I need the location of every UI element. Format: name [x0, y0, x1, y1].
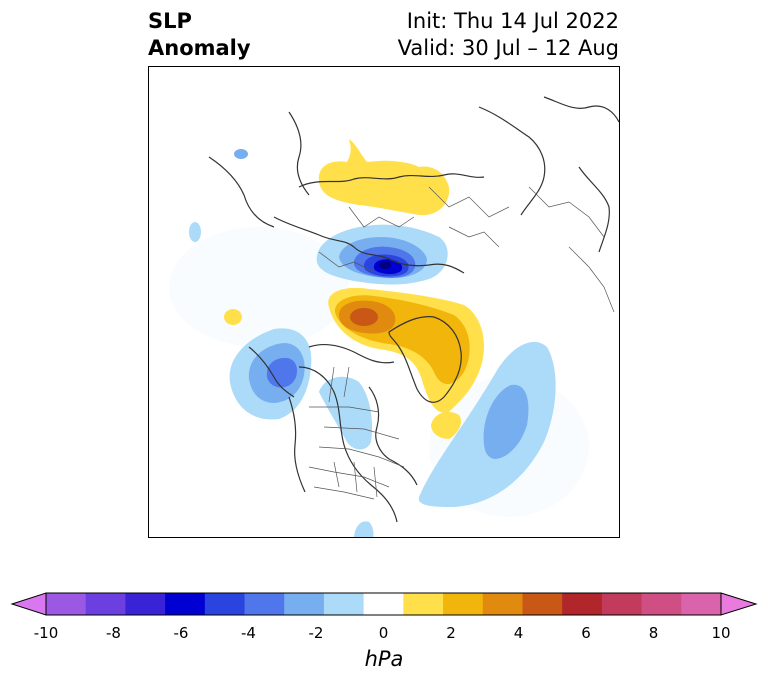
colorbar-tick-label: 10 — [711, 624, 731, 642]
colorbar-tick-label: 6 — [581, 624, 591, 642]
colorbar-bin — [562, 593, 603, 615]
map-panel — [148, 66, 620, 538]
colorbar-frame — [45, 592, 722, 616]
colorbar-bin — [522, 593, 563, 615]
anomaly-negative-alaska — [229, 328, 312, 420]
colorbar-tick-label: -10 — [33, 624, 59, 642]
anomaly-patch — [224, 309, 242, 325]
colorbar-extend-high — [720, 592, 758, 616]
date-info: Init: Thu 14 Jul 2022 Valid: 30 Jul – 12… — [398, 8, 619, 62]
colorbar-bin — [403, 593, 444, 615]
colorbar-tick-label: 2 — [446, 624, 456, 642]
colorbar-tick-label: -6 — [173, 624, 189, 642]
anomaly-patch — [189, 222, 201, 242]
colorbar-bin — [443, 593, 484, 615]
colorbar-tick-label: 0 — [378, 624, 389, 642]
anomaly-negative-atlantic — [418, 341, 556, 507]
colorbar-bin — [601, 593, 643, 615]
colorbar-tick-label: -4 — [241, 624, 256, 642]
anomaly-patch — [354, 521, 374, 537]
colorbar-bin — [284, 593, 325, 615]
colorbar-bin — [204, 593, 246, 615]
colorbar-bin — [363, 593, 404, 615]
colorbar-tick-label: -8 — [106, 624, 121, 642]
colorbar-ticks: -10 -8 -6 -4 -2 0 2 4 6 8 10 — [0, 624, 768, 646]
anomaly-negative-canada — [319, 376, 373, 450]
anomaly-positive-scandinavia — [318, 139, 450, 216]
colorbar-tick-label: 4 — [513, 624, 524, 642]
colorbar-bin — [46, 593, 87, 615]
colorbar-bin — [641, 593, 682, 615]
title-line-2: Anomaly — [148, 36, 251, 60]
anomaly-patch — [234, 149, 248, 159]
colorbar-bin — [125, 593, 166, 615]
colorbar-unit-label: hPa — [364, 647, 404, 671]
title-line-1: SLP — [148, 9, 192, 33]
coastlines — [208, 96, 619, 523]
map-title: SLP Anomaly — [148, 8, 251, 62]
colorbar-extend-low — [10, 592, 47, 616]
colorbar-tick-label: 8 — [648, 624, 659, 642]
colorbar — [10, 592, 758, 616]
map-edge-gap — [149, 287, 157, 317]
colorbar-tick-label: -2 — [308, 624, 324, 642]
anomaly-negative-barents — [316, 224, 448, 285]
colorbar-bin — [244, 593, 285, 615]
colorbar-bin — [323, 593, 365, 615]
anomaly-map — [149, 96, 619, 537]
political-boundaries — [308, 186, 615, 500]
valid-date: Valid: 30 Jul – 12 Aug — [397, 36, 619, 60]
colorbar-bin — [165, 593, 206, 615]
colorbar-bin — [681, 593, 722, 615]
colorbar-bin — [482, 593, 523, 615]
init-date: Init: Thu 14 Jul 2022 — [406, 9, 619, 33]
colorbar-bin — [85, 593, 126, 615]
colorbar-body — [10, 592, 758, 616]
